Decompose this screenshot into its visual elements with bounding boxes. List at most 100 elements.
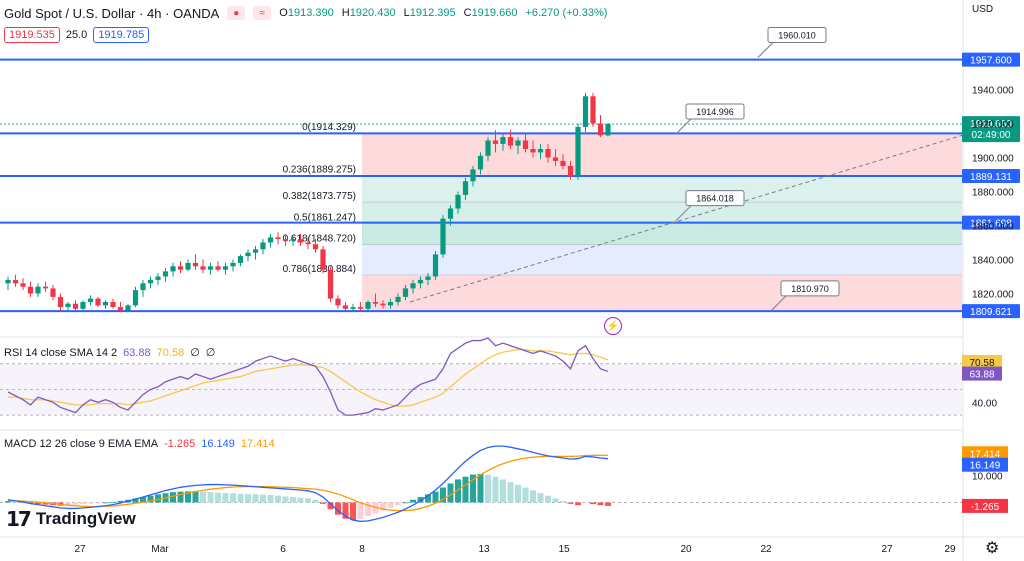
fib-label-0.236: 0.236(1889.275) bbox=[283, 165, 356, 176]
callout-box bbox=[780, 280, 840, 297]
candle-body bbox=[125, 305, 131, 311]
macd-histogram-bar bbox=[80, 502, 86, 505]
macd-legend[interactable]: MACD 12 26 close 9 EMA EMA -1.265 16.149… bbox=[4, 438, 275, 450]
macd-histogram-bar bbox=[72, 502, 79, 505]
macd-badge bbox=[962, 446, 1008, 461]
macd-histogram-bar bbox=[350, 502, 356, 521]
macd-histogram-bar bbox=[395, 502, 401, 506]
macd-histogram-bar bbox=[140, 497, 146, 503]
candle-body bbox=[50, 288, 56, 297]
candle-body bbox=[470, 169, 476, 182]
candle-body bbox=[170, 266, 176, 272]
macd-histogram-bar bbox=[425, 494, 431, 503]
candle-body bbox=[132, 290, 139, 306]
macd-histogram-bar bbox=[335, 502, 341, 515]
currency-selector[interactable]: USD bbox=[972, 4, 994, 15]
fib-zone-0.382 bbox=[362, 202, 962, 224]
rsi-ma-value: 70.58 bbox=[156, 346, 185, 359]
rsi-axis-tick: 40.00 bbox=[972, 398, 997, 409]
macd-histogram-bar bbox=[275, 495, 281, 503]
candle-body bbox=[530, 149, 536, 153]
fib-label-0.618: 0.618(1848.720) bbox=[283, 234, 356, 245]
candle-body bbox=[155, 276, 161, 280]
macd-histogram-bar bbox=[365, 502, 371, 517]
candle-body bbox=[402, 288, 409, 297]
rsi-legend[interactable]: RSI 14 close SMA 14 2 63.88 70.58 ∅ ∅ bbox=[4, 346, 215, 360]
macd-histogram-bar bbox=[597, 502, 604, 506]
callout-box bbox=[685, 103, 745, 120]
price-line-badge-text: 1889.131 bbox=[970, 172, 1012, 183]
macd-histogram-bar bbox=[35, 502, 41, 505]
macd-histogram-bar bbox=[305, 498, 311, 503]
candle-body bbox=[507, 137, 514, 146]
candle-body bbox=[417, 279, 424, 284]
macd-histogram-bar bbox=[87, 502, 94, 504]
candle-body bbox=[252, 249, 259, 253]
price-line-badge bbox=[962, 304, 1020, 319]
symbol-title[interactable]: Gold Spot / U.S. Dollar · 4h · OANDA bbox=[4, 5, 220, 21]
macd-histogram-bar bbox=[545, 495, 551, 503]
market-status-icon[interactable]: ● bbox=[227, 6, 246, 20]
fib-label-0.786: 0.786(1830.884) bbox=[283, 264, 356, 275]
macd-histogram-bar bbox=[432, 491, 439, 503]
price-line-badge-text: 1957.600 bbox=[970, 56, 1012, 67]
candle-body bbox=[395, 296, 401, 302]
macd-histogram-bar bbox=[260, 494, 266, 503]
candle-body bbox=[447, 208, 454, 219]
ohlc-open: O1913.390 bbox=[279, 7, 334, 19]
price-axis-tick: 1820.000 bbox=[972, 290, 1014, 301]
rsi-ma-line bbox=[8, 348, 609, 407]
callout-pointer bbox=[675, 204, 693, 222]
buy-price-button[interactable]: 1919.785 bbox=[93, 27, 150, 43]
macd-histogram-bar bbox=[110, 501, 116, 503]
candle-body bbox=[425, 276, 431, 280]
callout-label: 1864.018 bbox=[696, 194, 734, 204]
macd-badge bbox=[962, 498, 1008, 513]
time-axis-tick: 27 bbox=[881, 544, 893, 555]
candle-body bbox=[140, 283, 146, 291]
macd-histogram-bar bbox=[170, 492, 176, 503]
macd-histogram-bar bbox=[462, 476, 469, 503]
macd-histogram-bar bbox=[245, 494, 251, 503]
rsi-line bbox=[7, 337, 609, 416]
time-axis-tick: 6 bbox=[280, 544, 286, 555]
macd-histogram-bar bbox=[222, 492, 229, 503]
trend-line bbox=[409, 134, 963, 303]
candle-body bbox=[95, 298, 101, 306]
macd-histogram-bar bbox=[185, 491, 191, 503]
price-line-badge-text: 1809.621 bbox=[970, 307, 1012, 318]
candle-body bbox=[290, 239, 296, 241]
price-line-badge bbox=[962, 168, 1020, 183]
current-price-badge bbox=[962, 116, 1020, 143]
candle-body bbox=[282, 239, 289, 241]
fib-zone-0 bbox=[362, 133, 962, 176]
rsi-badge bbox=[962, 366, 1002, 381]
macd-histogram-bar bbox=[230, 493, 236, 503]
candle-body bbox=[162, 271, 169, 277]
macd-histogram-bar bbox=[492, 476, 499, 503]
candle-body bbox=[462, 181, 469, 195]
macd-histogram-bar bbox=[417, 497, 424, 503]
macd-histogram-bar bbox=[387, 502, 394, 508]
macd-histogram-bar bbox=[560, 501, 566, 503]
time-axis-tick: 8 bbox=[359, 544, 365, 555]
candle-body bbox=[387, 302, 394, 306]
sell-price-button[interactable]: 1919.535 bbox=[4, 27, 60, 43]
lightning-alert-icon[interactable]: ⚡ bbox=[604, 317, 622, 335]
fib-zone-0.236 bbox=[362, 175, 962, 203]
settings-gear-icon[interactable]: ⚙ bbox=[985, 540, 1000, 557]
macd-histogram-bar bbox=[357, 502, 364, 519]
candle-body bbox=[380, 303, 386, 306]
macd-histogram-bar bbox=[312, 499, 319, 503]
candle-body bbox=[335, 298, 341, 306]
candle-body bbox=[260, 242, 266, 250]
macd-histogram-bar bbox=[590, 502, 596, 505]
candle-body bbox=[102, 302, 109, 306]
candle-body bbox=[297, 239, 304, 243]
wave-icon[interactable]: ≈ bbox=[253, 6, 272, 20]
ohlc-low: L1912.395 bbox=[403, 7, 456, 19]
macd-histogram-bar bbox=[282, 496, 289, 503]
candle-body bbox=[567, 166, 574, 177]
symbol-legend: Gold Spot / U.S. Dollar · 4h · OANDA ● ≈… bbox=[4, 4, 607, 22]
